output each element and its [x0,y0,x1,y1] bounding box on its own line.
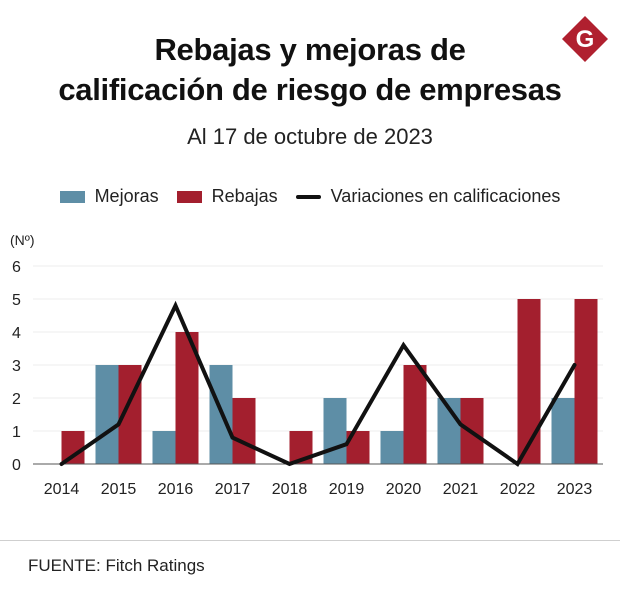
x-tick-label: 2021 [443,481,479,498]
bar-rebajas [289,431,313,464]
bar-mejoras [380,431,404,464]
x-tick-label: 2018 [272,481,308,498]
y-tick-label: 4 [12,325,21,342]
x-tick-label: 2022 [500,481,536,498]
bar-rebajas [346,431,370,464]
footer-divider [0,540,620,541]
source-note: FUENTE: Fitch Ratings [28,556,205,575]
x-tick-label: 2020 [386,481,422,498]
y-tick-label: 1 [12,424,21,441]
legend-label-mejoras: Mejoras [94,186,159,206]
brand-logo-letter: G [576,26,595,53]
bar-mejoras [323,398,347,464]
bar-mejoras [95,365,119,464]
legend-swatch-mejoras [59,190,85,203]
bar-rebajas [517,299,541,464]
bar-rebajas [403,365,427,464]
bar-line-chart: 0 1 2 3 4 5 6 (Nº) 2014 2015 2016 2017 2018 2019 2020 2… [10,232,603,498]
y-tick-label: 0 [12,457,21,474]
bar-mejoras [152,431,176,464]
x-tick-label: 2017 [215,481,251,498]
x-tick-label: 2014 [44,481,80,498]
bar-rebajas [232,398,256,464]
bar-rebajas [574,299,598,464]
y-unit-label: (Nº) [10,232,35,248]
legend-swatch-rebajas [176,190,202,203]
x-tick-label: 2016 [158,481,194,498]
legend-item-mejoras: Mejoras [59,186,159,207]
chart-title-line-1: Rebajas y mejoras de [154,32,466,67]
bar-rebajas [175,332,199,464]
legend-swatch-variaciones [295,194,321,199]
chart-legend: Mejoras Rebajas Variaciones en calificac… [0,186,620,207]
x-tick-label: 2015 [101,481,137,498]
legend-label-variaciones: Variaciones en calificaciones [330,186,561,206]
y-tick-label: 6 [12,259,21,276]
legend-item-rebajas: Rebajas [176,186,278,207]
x-tick-label: 2023 [557,481,593,498]
bar-rebajas [61,431,85,464]
y-tick-label: 5 [12,292,21,309]
bar-mejoras [551,398,575,464]
chart-title-line-2: calificación de riesgo de empresas [58,72,562,107]
x-tick-label: 2019 [329,481,365,498]
chart-subtitle: Al 17 de octubre de 2023 [187,124,433,149]
legend-label-rebajas: Rebajas [211,186,278,206]
chart-title: Rebajas y mejoras de calificación de rie… [0,30,620,110]
brand-logo-icon: G [562,16,608,62]
y-tick-label: 2 [12,391,21,408]
y-tick-label: 3 [12,358,21,375]
legend-item-variaciones: Variaciones en calificaciones [295,186,561,207]
line-variaciones [59,300,577,467]
